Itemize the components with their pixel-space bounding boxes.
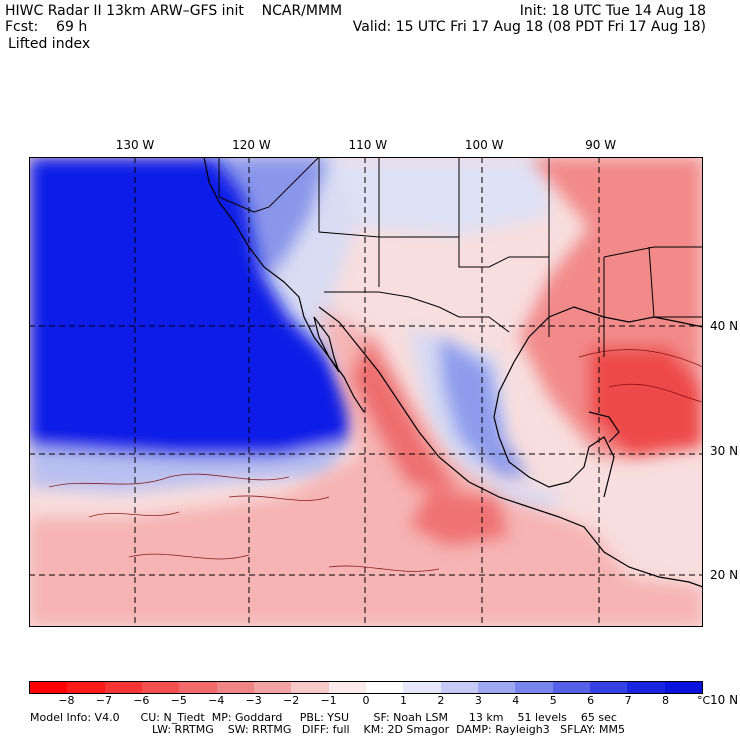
forecast-hour: Fcst: 69 h xyxy=(5,19,88,35)
longitude-label: 110 W xyxy=(348,138,388,152)
color-scale-segment xyxy=(403,682,441,693)
color-scale-segment xyxy=(216,682,254,693)
color-scale-label: 7 xyxy=(624,694,632,707)
model-info-line1: Model Info: V4.0 CU: N_Tiedt MP: Goddard… xyxy=(30,711,617,724)
longitude-label: 100 W xyxy=(464,138,504,152)
color-scale-label: −4 xyxy=(208,694,225,707)
color-scale-segment xyxy=(104,682,142,693)
longitude-label: 120 W xyxy=(232,138,271,152)
color-scale-segment xyxy=(179,682,217,693)
color-scale-label: 2 xyxy=(437,694,445,707)
graticule xyxy=(29,157,703,627)
coarse-contours xyxy=(48,349,703,572)
color-scale-label: −2 xyxy=(283,694,300,707)
color-scale-segment xyxy=(253,682,292,693)
unstable-region xyxy=(29,157,703,627)
color-scale-segment xyxy=(552,682,590,693)
color-scale-segment xyxy=(328,682,366,693)
model-info-line2: LW: RRTMG SW: RRTMG DIFF: full KM: 2D Sm… xyxy=(152,723,625,736)
longitude-label: 90 W xyxy=(585,138,617,152)
model-title: HIWC Radar II 13km ARW–GFS init NCAR/MMM xyxy=(5,3,343,19)
color-scale-label: −7 xyxy=(95,694,112,707)
color-scale-segment xyxy=(141,682,180,693)
coastline xyxy=(203,157,703,588)
color-scale-label: −1 xyxy=(320,694,337,707)
color-scale-segment xyxy=(291,682,329,693)
color-scale-label: −3 xyxy=(245,694,262,707)
color-scale-label: 1 xyxy=(399,694,407,707)
color-scale-segment xyxy=(67,682,105,693)
color-scale-bar xyxy=(29,681,703,694)
latitude-label: 40 N xyxy=(710,319,739,333)
latitude-label: 30 N xyxy=(710,443,739,458)
color-scale-segment xyxy=(627,682,665,693)
color-scale-label: −8 xyxy=(58,694,75,707)
color-scale-label: 5 xyxy=(549,694,557,707)
init-time: Init: 18 UTC Tue 14 Aug 18 xyxy=(519,3,706,19)
color-scale-label: −5 xyxy=(170,694,187,707)
color-scale-label: 8 xyxy=(662,694,670,707)
latitude-label: 20 N xyxy=(710,568,739,582)
latitude-label: 10 N xyxy=(710,692,739,707)
state-borders xyxy=(218,157,703,357)
color-scale-segment xyxy=(477,682,516,693)
color-scale-label: 3 xyxy=(474,694,482,707)
color-scale-segment xyxy=(30,682,68,693)
color-scale-segment xyxy=(589,682,628,693)
color-scale-label: 0 xyxy=(362,694,370,707)
color-scale-segment xyxy=(440,682,478,693)
color-scale-label: 4 xyxy=(512,694,520,707)
color-scale-segment xyxy=(365,682,404,693)
lifted-index-map xyxy=(29,157,703,627)
color-scale-unit: °C xyxy=(697,694,711,707)
field-name: Lifted index xyxy=(8,36,91,52)
color-scale-label: 6 xyxy=(587,694,595,707)
color-scale-label: −6 xyxy=(133,694,150,707)
color-scale-segment xyxy=(664,682,702,693)
valid-time: Valid: 15 UTC Fri 17 Aug 18 (08 PDT Fri … xyxy=(352,19,706,35)
longitude-label: 130 W xyxy=(115,138,155,152)
color-scale-segment xyxy=(515,682,553,693)
